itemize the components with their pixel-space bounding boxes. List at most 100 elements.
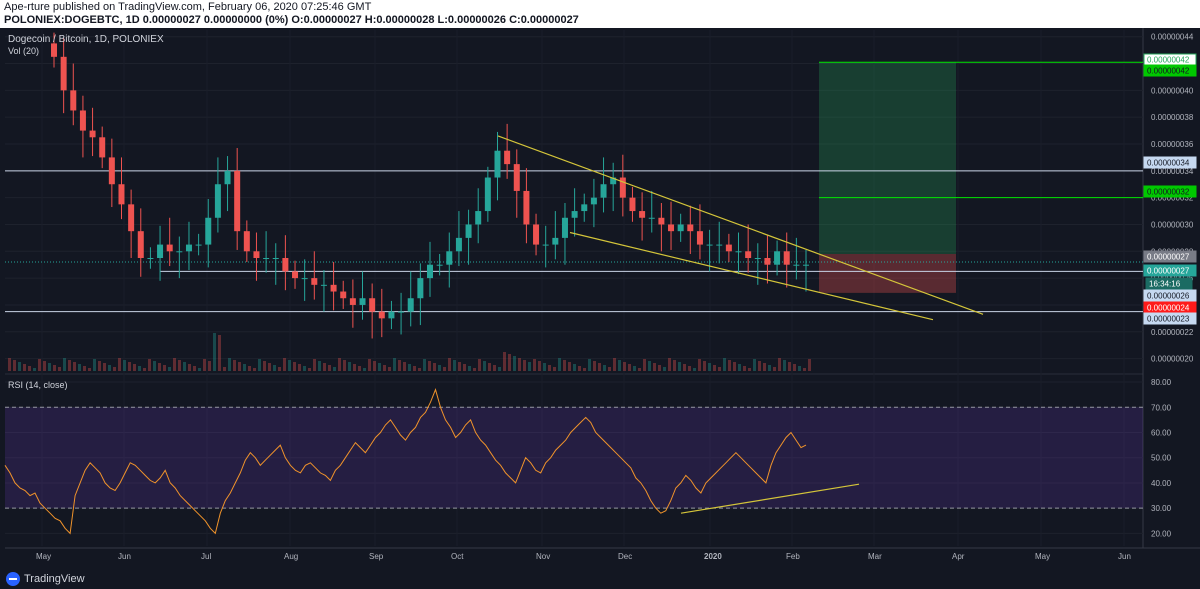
volume-bar	[268, 363, 271, 371]
volume-bar	[163, 365, 166, 371]
volume-label: Vol (20)	[8, 46, 39, 56]
price-label-text: 16:34:16	[1149, 280, 1181, 289]
volume-bar	[803, 368, 806, 371]
candle-body	[735, 251, 742, 253]
candle-body	[272, 258, 279, 259]
volume-bar	[743, 366, 746, 371]
rsi-tick-label: 60.00	[1151, 428, 1172, 437]
price-tick-label: 0.00000034	[1151, 167, 1194, 176]
rsi-tick-label: 20.00	[1151, 529, 1172, 538]
volume-bar	[693, 368, 696, 371]
price-label-text: 0.00000027	[1147, 253, 1190, 262]
time-tick-label: Feb	[786, 552, 800, 561]
candle-body	[629, 197, 636, 212]
volume-bar	[88, 368, 91, 371]
volume-bar	[498, 367, 501, 371]
volume-bar	[263, 361, 266, 371]
price-tick-label: 0.00000030	[1151, 220, 1194, 229]
publish-info: Ape-rture published on TradingView.com, …	[4, 1, 372, 13]
candle-body	[436, 264, 443, 266]
volume-bar	[518, 358, 521, 371]
price-tick-label: 0.00000020	[1151, 355, 1194, 364]
rsi-line	[4, 388, 807, 535]
volume-bar	[793, 364, 796, 371]
candle-body	[803, 264, 809, 266]
candle-body	[494, 150, 501, 178]
price-tick-label: 0.00000040	[1151, 86, 1194, 95]
price-tick-label: 0.00000032	[1151, 194, 1194, 203]
volume-bar	[28, 366, 31, 371]
volume-bar	[378, 363, 381, 371]
price-label-box	[1143, 64, 1197, 77]
volume-bar	[103, 363, 106, 371]
candle-body	[648, 217, 655, 219]
candle-body	[581, 204, 588, 212]
price-label-text: 0.00000034	[1147, 159, 1190, 168]
time-tick-label: Mar	[868, 552, 882, 561]
time-tick-label: Jun	[1118, 552, 1131, 561]
candle-body	[330, 284, 337, 292]
volume-bar	[183, 362, 186, 371]
volume-bar	[438, 365, 441, 371]
time-tick-label: Sep	[369, 552, 384, 561]
volume-bar	[98, 361, 101, 371]
volume-bar	[768, 365, 771, 371]
candle-body	[320, 284, 327, 286]
candle-body	[600, 184, 607, 198]
volume-bar	[473, 368, 476, 371]
brand-label: TradingView	[24, 573, 85, 585]
volume-bar	[328, 365, 331, 371]
volume-bar	[583, 368, 586, 371]
price-label-box	[1145, 277, 1193, 290]
chart-canvas[interactable]: 0.00000044 0.00000042 0.00000040 0.00000038…	[0, 28, 1200, 569]
volume-bar	[608, 367, 611, 371]
candle-body	[417, 278, 424, 299]
volume-bar	[158, 363, 161, 371]
volume-bar	[758, 361, 761, 371]
volume-bar	[33, 368, 36, 371]
volume-bar	[313, 359, 316, 371]
lower-trend-line	[569, 231, 934, 321]
price-label-text: 0.00000032	[1147, 188, 1190, 197]
volume-bar	[443, 367, 446, 371]
candle-body	[195, 244, 202, 246]
volume-bar	[58, 367, 61, 371]
volume-bar	[798, 366, 801, 371]
volume-bar	[588, 359, 591, 371]
rsi-tick-label: 40.00	[1151, 479, 1172, 488]
candle-body	[70, 90, 77, 111]
volume-bar	[628, 364, 631, 371]
time-tick-label: Jun	[118, 552, 131, 561]
volume-bar	[138, 366, 141, 371]
volume-bar	[53, 365, 56, 371]
volume-bar	[618, 360, 621, 371]
volume-bar	[233, 360, 236, 371]
volume-bar	[193, 366, 196, 371]
volume-bar	[603, 365, 606, 371]
volume-bar	[748, 368, 751, 371]
volume-bar	[488, 363, 491, 371]
candle-body	[754, 258, 761, 259]
candle-body	[725, 244, 732, 252]
volume-bar	[153, 361, 156, 371]
candle-body	[51, 43, 57, 57]
candle-body	[282, 258, 289, 272]
candle-body	[677, 224, 684, 232]
volume-bar	[333, 367, 336, 371]
volume-bar	[148, 359, 151, 371]
tradingview-logo[interactable]: TradingView	[6, 572, 85, 586]
candle-body	[552, 237, 559, 245]
volume-bar	[238, 362, 241, 371]
volume-bar	[563, 360, 566, 371]
volume-bar	[248, 366, 251, 371]
volume-bar	[678, 362, 681, 371]
volume-bar	[348, 362, 351, 371]
rsi-tick-label: 80.00	[1151, 378, 1172, 387]
symbol-info: POLONIEX:DOGEBTC, 1D 0.00000027 0.000000…	[4, 14, 579, 26]
volume-bar	[703, 361, 706, 371]
time-tick-label: May	[1035, 552, 1050, 561]
volume-bar	[203, 359, 206, 371]
volume-bar	[63, 358, 66, 371]
volume-bar	[673, 360, 676, 371]
volume-bar	[433, 363, 436, 371]
